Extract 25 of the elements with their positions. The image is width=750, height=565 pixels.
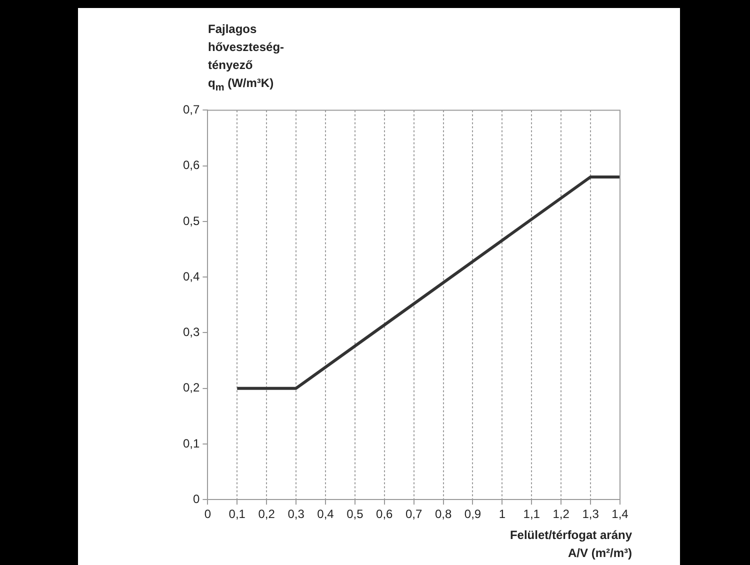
y-tick-label: 0,4 [182,269,200,284]
x-tick-label: 1,3 [582,507,600,522]
y-tick-label: 0,3 [182,325,200,340]
x-tick-label: 0,4 [317,507,334,522]
x-tick-label: 0 [204,507,212,522]
y-tick-label: 0,2 [182,380,200,395]
x-tick-label: 0,8 [434,507,452,522]
x-axis-title: Felület/térfogat arány A/V (m²/m³) [510,527,632,562]
x-tick-label: 0,5 [346,507,364,522]
x-tick-label: 0,6 [376,507,394,522]
x-tick-label: 0,9 [464,507,482,522]
y-tick-label: 0,7 [182,102,200,117]
x-tick-label: 1,1 [523,507,540,522]
x-tick-label: 0,2 [258,507,276,522]
y-axis-title: Fajlagos hőveszteség- tényező q$_{m}$ (W/m³K) [208,21,284,96]
y-tick-label: 0,6 [182,158,200,172]
x-tick-label: 1 [498,507,506,522]
x-tick-label: 0,3 [288,507,305,522]
y-tick-label: 0 [192,492,200,506]
x-tick-label: 0,1 [228,507,246,522]
y-tick-label: 0,1 [182,436,200,450]
x-tick-label: 1,4 [612,507,629,522]
x-tick-label: 0,7 [405,507,423,522]
x-tick-label: 1,2 [552,507,570,522]
y-tick-label: 0,5 [182,214,200,228]
